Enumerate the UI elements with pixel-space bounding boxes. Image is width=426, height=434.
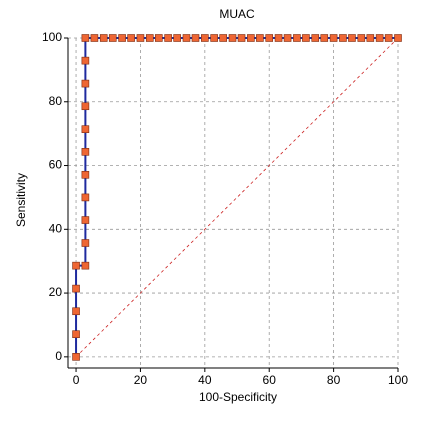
point-marker <box>81 261 90 270</box>
x-tick-label: 20 <box>134 373 148 387</box>
point-marker <box>99 34 108 42</box>
point-marker <box>210 34 218 42</box>
reference-line <box>75 37 399 358</box>
point-marker <box>283 34 292 42</box>
y-tick-label: 20 <box>49 285 63 299</box>
y-tick-label: 60 <box>49 158 63 172</box>
point-marker <box>339 34 347 42</box>
point-marker <box>247 34 255 42</box>
point-marker <box>127 34 135 42</box>
point-marker <box>320 34 329 42</box>
point-marker <box>366 34 375 42</box>
x-tick-label: 100 <box>388 373 408 387</box>
point-marker <box>173 34 181 42</box>
point-marker <box>384 34 393 42</box>
point-marker <box>265 34 274 42</box>
point-marker <box>394 34 402 42</box>
point-marker <box>81 216 90 224</box>
point-marker <box>182 34 191 42</box>
point-marker <box>311 34 320 42</box>
point-marker <box>293 34 301 42</box>
point-marker <box>72 330 80 339</box>
point-marker <box>90 34 99 42</box>
point-marker <box>72 307 80 316</box>
y-axis-label: Sensitivity <box>14 173 28 227</box>
point-marker <box>219 34 227 42</box>
x-tick-label: 0 <box>73 373 80 387</box>
y-tick-label: 100 <box>42 30 62 44</box>
y-tick-label: 0 <box>55 349 62 363</box>
point-marker <box>81 34 90 42</box>
point-marker <box>274 34 283 42</box>
point-marker <box>72 261 80 270</box>
point-marker <box>302 34 310 42</box>
point-marker <box>191 34 200 42</box>
point-marker <box>154 34 163 42</box>
x-tick-label: 40 <box>198 373 212 387</box>
point-marker <box>81 56 90 65</box>
point-marker <box>81 125 90 133</box>
point-marker <box>72 284 80 293</box>
point-marker <box>256 34 264 42</box>
x-tick-label: 80 <box>327 373 341 387</box>
point-marker <box>201 34 209 42</box>
point-marker <box>81 148 90 156</box>
x-axis-label: 100-Specificity <box>199 390 277 404</box>
point-marker <box>81 102 90 111</box>
y-tick-label: 40 <box>49 221 63 235</box>
point-marker <box>237 34 246 42</box>
y-tick-label: 80 <box>49 94 63 108</box>
point-marker <box>81 79 90 88</box>
point-marker <box>348 34 356 42</box>
point-marker <box>145 34 154 42</box>
chart-title: MUAC <box>219 7 255 21</box>
point-marker <box>118 34 126 42</box>
point-marker <box>375 34 384 42</box>
point-marker <box>329 34 338 42</box>
point-marker <box>357 34 366 42</box>
point-marker <box>81 239 90 247</box>
point-marker <box>164 34 172 42</box>
point-marker <box>108 34 117 42</box>
point-marker <box>72 353 80 361</box>
point-marker <box>81 193 90 202</box>
x-tick-label: 60 <box>263 373 277 387</box>
point-marker <box>228 34 237 42</box>
point-marker <box>81 170 90 179</box>
point-marker <box>136 34 145 42</box>
